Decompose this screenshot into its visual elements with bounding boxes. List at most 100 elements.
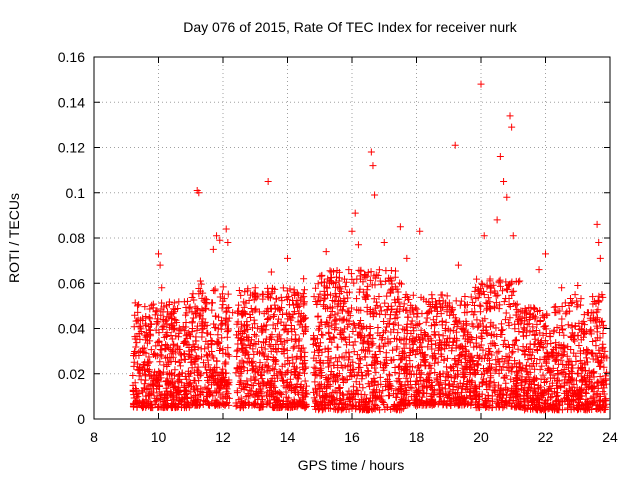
- data-point: [253, 367, 261, 375]
- data-point: [343, 341, 351, 349]
- data-point: [312, 384, 320, 392]
- data-point: [385, 384, 393, 392]
- data-point: [320, 295, 328, 303]
- data-point: [205, 350, 213, 358]
- data-point: [350, 365, 358, 373]
- data-point: [476, 301, 484, 309]
- data-point: [371, 405, 379, 413]
- data-point: [262, 307, 270, 315]
- data-point: [181, 339, 189, 347]
- data-point: [311, 371, 319, 379]
- data-point: [190, 343, 198, 351]
- data-point: [215, 347, 223, 355]
- data-point: [340, 376, 348, 384]
- data-point: [142, 349, 150, 357]
- data-point: [338, 316, 346, 324]
- data-point: [152, 308, 160, 316]
- data-point: [300, 275, 308, 283]
- data-point: [240, 298, 248, 306]
- data-point: [396, 223, 404, 231]
- data-point: [222, 358, 230, 366]
- data-point: [366, 394, 374, 402]
- data-point: [316, 346, 324, 354]
- data-point: [247, 387, 255, 395]
- data-point: [318, 330, 326, 338]
- data-point: [178, 397, 186, 405]
- data-point: [177, 326, 185, 334]
- data-point: [324, 357, 332, 365]
- data-point: [295, 291, 303, 299]
- data-point: [174, 344, 182, 352]
- data-point: [320, 287, 328, 295]
- data-point: [218, 317, 226, 325]
- data-point: [162, 390, 170, 398]
- data-point: [376, 310, 384, 318]
- data-point: [347, 270, 355, 278]
- data-point: [381, 405, 389, 413]
- y-axis-label: ROTI / TECUs: [6, 193, 22, 283]
- data-point: [225, 303, 233, 311]
- data-point: [388, 356, 396, 364]
- data-point: [160, 400, 168, 408]
- data-point: [451, 356, 459, 364]
- data-point: [335, 277, 343, 285]
- data-point: [389, 346, 397, 354]
- data-point: [335, 385, 343, 393]
- data-point: [316, 358, 324, 366]
- data-point: [237, 399, 245, 407]
- data-point: [336, 290, 344, 298]
- data-point: [349, 358, 357, 366]
- data-point: [251, 401, 259, 409]
- data-point: [201, 397, 209, 405]
- data-point: [363, 286, 371, 294]
- data-point: [252, 388, 260, 396]
- data-point: [368, 281, 376, 289]
- data-point: [396, 385, 404, 393]
- data-point: [288, 314, 296, 322]
- data-point: [281, 325, 289, 333]
- data-point: [181, 386, 189, 394]
- data-point: [208, 306, 216, 314]
- data-point: [364, 370, 372, 378]
- data-point: [222, 225, 230, 233]
- data-point: [582, 354, 590, 362]
- data-point: [391, 299, 399, 307]
- data-point: [145, 366, 153, 374]
- data-point: [310, 335, 318, 343]
- data-point: [174, 377, 182, 385]
- data-point: [141, 384, 149, 392]
- data-point: [254, 292, 262, 300]
- data-point: [349, 319, 357, 327]
- data-point: [390, 390, 398, 398]
- data-point: [175, 324, 183, 332]
- data-point: [271, 301, 279, 309]
- data-point: [580, 318, 588, 326]
- data-point: [589, 369, 597, 377]
- data-point: [192, 337, 200, 345]
- data-point: [331, 326, 339, 334]
- data-point: [512, 301, 520, 309]
- data-point: [234, 309, 242, 317]
- data-point: [321, 321, 329, 329]
- data-point: [172, 348, 180, 356]
- data-point: [278, 362, 286, 370]
- data-point: [172, 332, 180, 340]
- data-point: [140, 399, 148, 407]
- data-point: [196, 400, 204, 408]
- data-point: [168, 378, 176, 386]
- data-point: [168, 350, 176, 358]
- data-point: [329, 333, 337, 341]
- data-point: [493, 216, 501, 224]
- data-point: [131, 347, 139, 355]
- data-point: [355, 331, 363, 339]
- data-point: [350, 348, 358, 356]
- data-point: [248, 359, 256, 367]
- data-point: [287, 322, 295, 330]
- data-point: [199, 359, 207, 367]
- data-point: [402, 374, 410, 382]
- data-point: [153, 392, 161, 400]
- data-point: [285, 359, 293, 367]
- data-point: [135, 366, 143, 374]
- x-tick-label: 16: [344, 429, 360, 445]
